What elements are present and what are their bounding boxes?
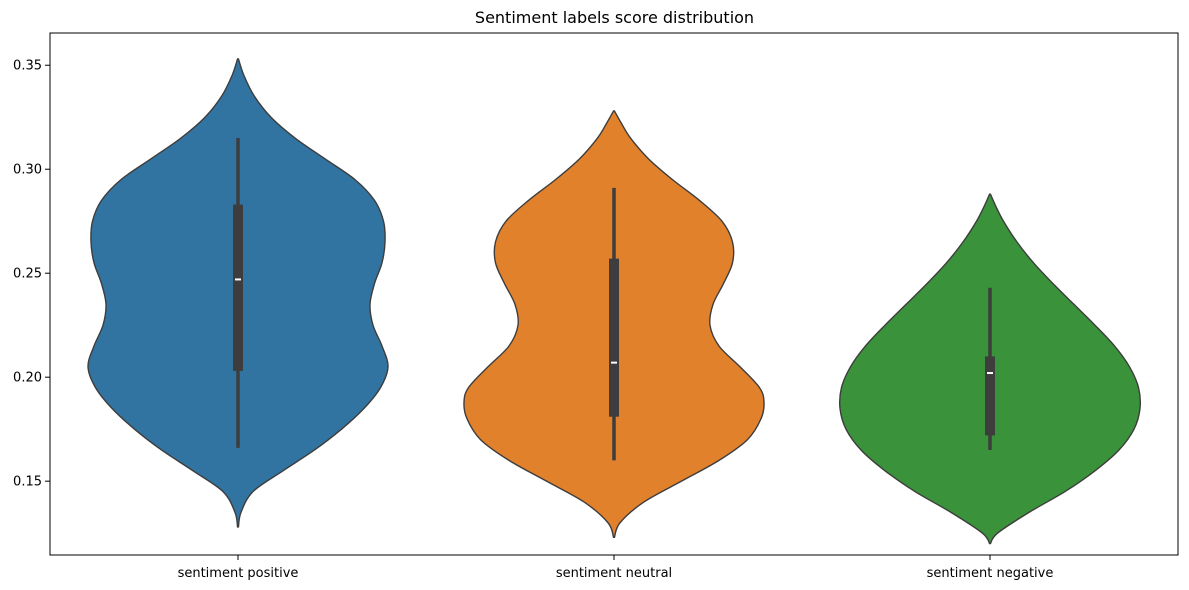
chart-title: Sentiment labels score distribution: [475, 8, 754, 27]
iqr-box-sentiment-negative: [985, 356, 995, 436]
y-tick-label: 0.25: [13, 267, 42, 282]
y-tick-label: 0.30: [13, 163, 42, 178]
iqr-box-sentiment-neutral: [609, 258, 619, 417]
y-tick-label: 0.35: [13, 59, 42, 74]
x-tick-label: sentiment negative: [927, 566, 1054, 581]
plot-area: [87, 58, 1142, 545]
x-tick-label: sentiment neutral: [556, 566, 672, 581]
y-tick-label: 0.15: [13, 475, 42, 490]
iqr-box-sentiment-positive: [233, 204, 243, 371]
y-tick-label: 0.20: [13, 371, 42, 386]
x-tick-label: sentiment positive: [178, 566, 299, 581]
axes: 0.15 0.20 0.25 0.30 0.35 sentiment positive se…: [13, 32, 1179, 581]
